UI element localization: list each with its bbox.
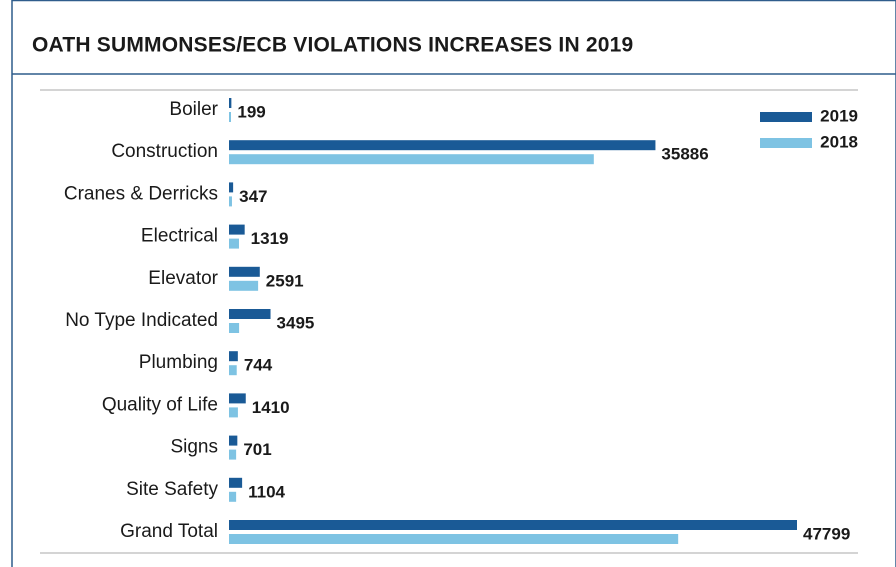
bar (229, 393, 246, 404)
category-label: Site Safety (126, 479, 218, 500)
legend-label: 2018 (820, 132, 858, 151)
bar (229, 435, 238, 446)
value-label: 2591 (266, 271, 304, 290)
category-label: Plumbing (139, 352, 218, 373)
chart-title: OATH SUMMONSES/ECB VIOLATIONS INCREASES … (32, 34, 633, 57)
category-label: Cranes & Derricks (64, 183, 218, 204)
bar (229, 182, 234, 193)
bar (229, 196, 232, 207)
category-label: Boiler (169, 99, 218, 120)
bar (229, 280, 259, 291)
bar (229, 477, 243, 488)
category-label: Grand Total (120, 521, 218, 542)
bar (229, 112, 231, 122)
bar (229, 449, 237, 460)
bar (229, 365, 237, 376)
value-label: 199 (237, 102, 265, 121)
value-label: 1410 (252, 398, 290, 417)
bar (229, 491, 237, 502)
category-label: Signs (170, 437, 218, 458)
value-label: 1319 (251, 229, 289, 248)
bar (229, 323, 240, 333)
bar (229, 351, 238, 362)
category-label: Quality of Life (102, 394, 218, 415)
bar (229, 407, 238, 418)
category-label: No Type Indicated (65, 310, 218, 331)
value-label: 47799 (803, 524, 850, 543)
bar (229, 238, 239, 249)
category-label: Elevator (148, 268, 218, 289)
value-label: 35886 (661, 145, 708, 164)
value-label: 1104 (248, 482, 285, 501)
value-label: 701 (243, 440, 271, 459)
bar (229, 309, 271, 319)
frame (11, 0, 896, 567)
bar (229, 140, 656, 151)
legend-swatch (760, 138, 812, 148)
bar (229, 266, 260, 277)
category-label: Electrical (141, 226, 218, 247)
bar (229, 98, 232, 108)
legend-swatch (760, 112, 812, 122)
value-label: 744 (244, 356, 273, 375)
legend-label: 2019 (820, 106, 858, 125)
value-label: 3495 (277, 313, 315, 332)
category-label: Construction (111, 141, 218, 162)
bar (229, 534, 679, 544)
value-label: 347 (239, 187, 267, 206)
bar (229, 224, 245, 235)
bar (229, 154, 594, 165)
bar (229, 520, 797, 530)
